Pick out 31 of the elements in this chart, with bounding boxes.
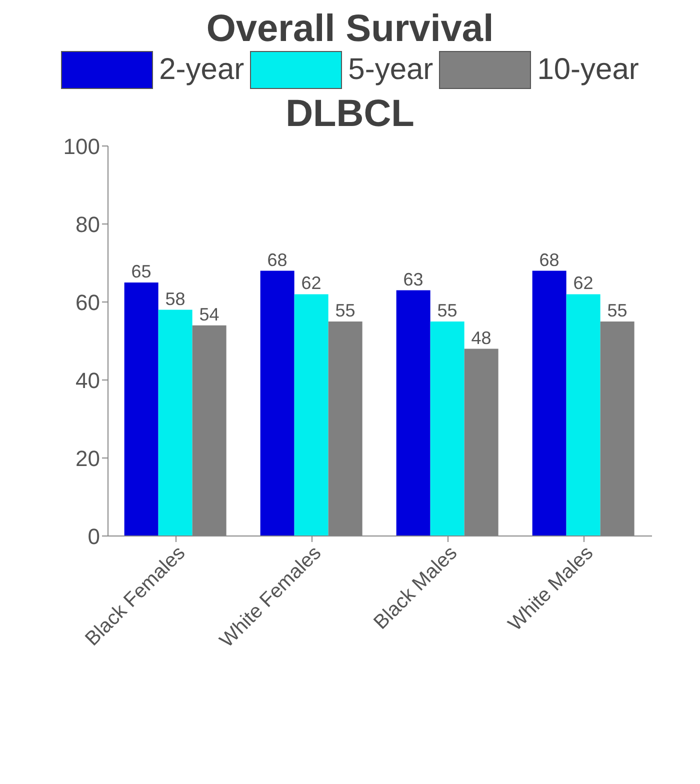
y-tick-label: 60 (76, 290, 100, 315)
bar (532, 270, 566, 536)
bar (396, 290, 430, 536)
bar (124, 282, 158, 536)
legend-label: 10-year (537, 53, 639, 87)
data-label: 68 (539, 250, 560, 270)
data-label: 65 (131, 262, 152, 282)
y-tick-label: 20 (76, 446, 100, 471)
data-label: 55 (437, 300, 458, 320)
data-label: 54 (199, 304, 220, 324)
data-label: 62 (301, 273, 322, 294)
bar (294, 294, 328, 536)
data-label: 55 (607, 300, 628, 320)
bar (430, 322, 464, 536)
data-label: 55 (335, 300, 356, 320)
y-tick-label: 0 (88, 524, 100, 549)
data-label: 48 (471, 328, 492, 348)
y-tick-label: 80 (76, 212, 100, 237)
chart-title: Overall Survival (205, 8, 495, 51)
bar (158, 310, 192, 536)
data-label: 63 (403, 269, 424, 290)
data-label: 58 (165, 288, 186, 309)
data-label: 68 (267, 250, 288, 270)
data-label: 62 (573, 273, 594, 294)
y-tick-label: 40 (76, 368, 100, 393)
chart-subtitle: DLBCL (286, 93, 414, 135)
legend-label: 2-year (159, 53, 244, 87)
bar (566, 294, 600, 536)
legend-label: 5-year (348, 53, 434, 87)
y-tick-label: 100 (63, 134, 100, 159)
bar (260, 270, 294, 536)
